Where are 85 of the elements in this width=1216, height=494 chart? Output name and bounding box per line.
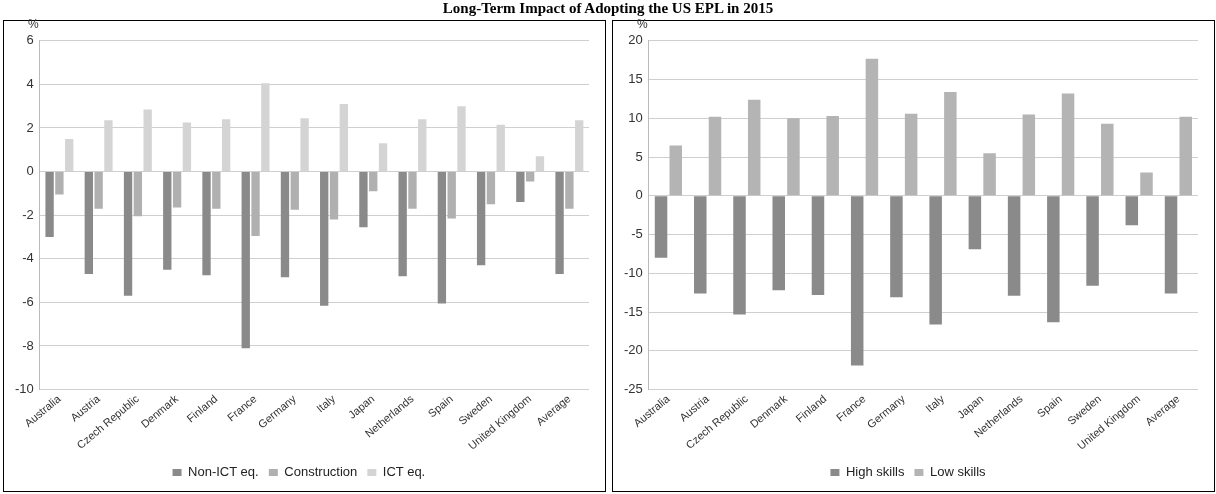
bar bbox=[944, 91, 957, 196]
y-tick-label: -10 bbox=[623, 264, 643, 280]
bar bbox=[516, 172, 525, 203]
bar bbox=[826, 115, 839, 196]
y-tick-label: -4 bbox=[22, 250, 34, 266]
bar bbox=[280, 172, 290, 278]
bar bbox=[1047, 196, 1060, 323]
y-tick-label: 4 bbox=[26, 75, 34, 91]
y-tick-label: 10 bbox=[628, 109, 643, 125]
bar bbox=[369, 172, 378, 192]
y-tick-label: -8 bbox=[22, 337, 34, 353]
bar bbox=[772, 196, 785, 291]
bar bbox=[212, 172, 221, 209]
y-tick-label: -20 bbox=[623, 342, 643, 358]
y-tick-label: 20 bbox=[628, 32, 643, 48]
y-tick-label: -15 bbox=[623, 303, 643, 319]
bar bbox=[1061, 93, 1075, 196]
bar bbox=[890, 196, 903, 298]
bar bbox=[983, 153, 996, 196]
bar bbox=[241, 172, 250, 349]
chart-title: Long-Term Impact of Adopting the US EPL in 2015 bbox=[441, 0, 775, 17]
bar bbox=[486, 172, 496, 205]
bar bbox=[45, 172, 54, 237]
x-tick-label: Italy bbox=[314, 391, 338, 415]
y-tick-label: 0 bbox=[26, 163, 34, 179]
bar bbox=[708, 116, 722, 196]
bar bbox=[904, 113, 918, 196]
legend-label: High skills bbox=[845, 464, 905, 480]
bar bbox=[202, 172, 211, 276]
bar bbox=[565, 172, 574, 209]
x-tick-label: Italy bbox=[923, 391, 947, 415]
legend-label: Non-ICT eq. bbox=[188, 464, 259, 480]
y-tick-label: -6 bbox=[22, 293, 34, 309]
bar bbox=[968, 196, 982, 250]
bar bbox=[398, 172, 407, 277]
legend-label: Construction bbox=[284, 464, 358, 480]
bar bbox=[94, 172, 103, 209]
bar bbox=[787, 118, 800, 196]
bar bbox=[733, 196, 746, 315]
bar bbox=[654, 196, 668, 258]
y-tick-label: 5 bbox=[635, 148, 643, 164]
y-tick-label: -10 bbox=[14, 381, 34, 397]
bar bbox=[850, 196, 864, 366]
bar bbox=[1086, 196, 1099, 286]
bar bbox=[1022, 114, 1036, 196]
bar bbox=[747, 99, 761, 196]
bar bbox=[1164, 196, 1178, 294]
bar bbox=[1179, 116, 1192, 196]
bar bbox=[694, 196, 707, 294]
y-tick-label: -25 bbox=[623, 381, 643, 397]
bar bbox=[172, 172, 182, 208]
y-tick-label: -2 bbox=[22, 206, 34, 222]
bar bbox=[669, 145, 683, 196]
y-axis-title: % bbox=[28, 17, 39, 31]
y-tick-label: 6 bbox=[26, 32, 34, 48]
bar bbox=[290, 172, 299, 210]
bar bbox=[133, 172, 143, 217]
bar bbox=[251, 172, 260, 236]
bar bbox=[329, 172, 339, 220]
bar bbox=[55, 172, 64, 195]
bar bbox=[929, 196, 942, 325]
bar bbox=[359, 172, 368, 228]
bar bbox=[320, 172, 329, 306]
bar bbox=[123, 172, 133, 296]
legend-label: Low skills bbox=[929, 464, 987, 480]
bar bbox=[1101, 123, 1114, 196]
bar bbox=[555, 172, 564, 275]
y-tick-label: 0 bbox=[635, 187, 643, 203]
bar bbox=[1007, 196, 1021, 296]
bar bbox=[1140, 172, 1153, 196]
y-tick-label: 15 bbox=[628, 71, 643, 87]
bar bbox=[865, 58, 879, 196]
bar bbox=[476, 172, 486, 266]
bar bbox=[447, 172, 456, 219]
y-axis-title: % bbox=[637, 17, 648, 31]
bar bbox=[811, 196, 825, 296]
bar bbox=[84, 172, 93, 275]
bar bbox=[408, 172, 417, 209]
y-tick-label: 2 bbox=[26, 119, 34, 135]
y-tick-label: -5 bbox=[631, 226, 643, 242]
bar bbox=[1125, 196, 1139, 226]
legend-label: ICT eq. bbox=[382, 464, 426, 480]
bar bbox=[525, 172, 535, 182]
bar bbox=[163, 172, 172, 270]
bar bbox=[437, 172, 447, 304]
